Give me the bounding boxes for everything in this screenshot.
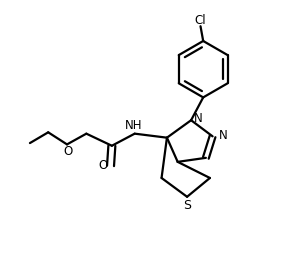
Text: O: O — [63, 145, 72, 158]
Text: O: O — [98, 159, 108, 172]
Text: S: S — [183, 199, 191, 212]
Text: Cl: Cl — [195, 14, 206, 27]
Text: N: N — [219, 129, 227, 141]
Text: NH: NH — [125, 119, 142, 132]
Text: N: N — [194, 112, 203, 125]
